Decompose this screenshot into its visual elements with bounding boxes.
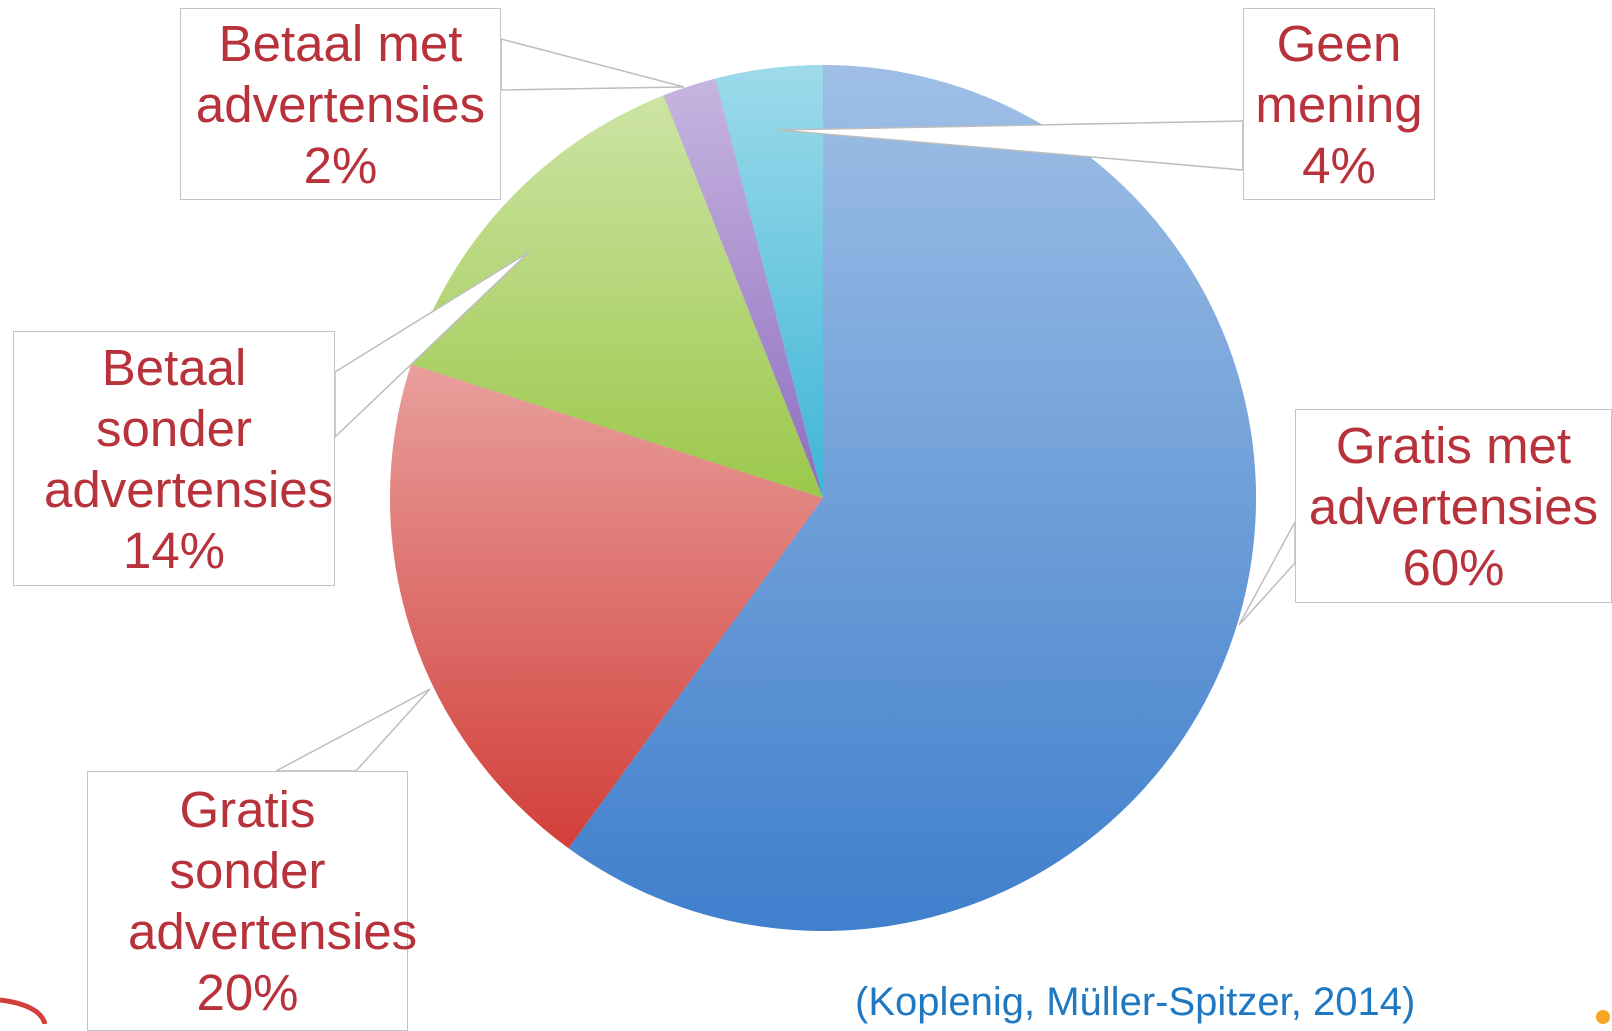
value-label: 14% (122, 521, 226, 579)
leader (275, 688, 431, 772)
leader (334, 251, 530, 439)
slice-shine (411, 95, 823, 498)
label-box: Geen mening 4% (1243, 8, 1435, 200)
label-box: Betaal sonder advertensies 14% (13, 331, 335, 586)
decor (0, 997, 48, 1024)
label-box: Betaal met advertensies 2% (180, 8, 501, 200)
pie (390, 65, 1256, 931)
label-box: Gratis met advertensies 60% (1295, 409, 1612, 603)
label-box: Gratis sonder advertensies 20% (87, 771, 418, 1031)
slice-shine (663, 78, 823, 499)
value-label: 60% (1402, 538, 1505, 596)
value-label: 20% (196, 964, 299, 1021)
category-label: Betaal met advertensies (195, 14, 486, 133)
slice-shine (390, 364, 823, 849)
category-label: Betaal sonder advertensies (44, 338, 334, 518)
category-label: Geen mening (1255, 14, 1423, 133)
category-label: Gratis sonder advertensies (128, 781, 418, 960)
category-label: Gratis met advertensies (1308, 416, 1599, 535)
value-label: 4% (1302, 136, 1376, 194)
decor (1596, 1010, 1610, 1024)
slice-shine (568, 65, 1256, 931)
leaders (275, 38, 1296, 772)
slice-shine (715, 65, 823, 498)
value-label: 2% (303, 136, 378, 194)
source: (Koplenig, Müller-Spitzer, 2014) (855, 980, 1416, 1024)
leader (500, 38, 685, 91)
